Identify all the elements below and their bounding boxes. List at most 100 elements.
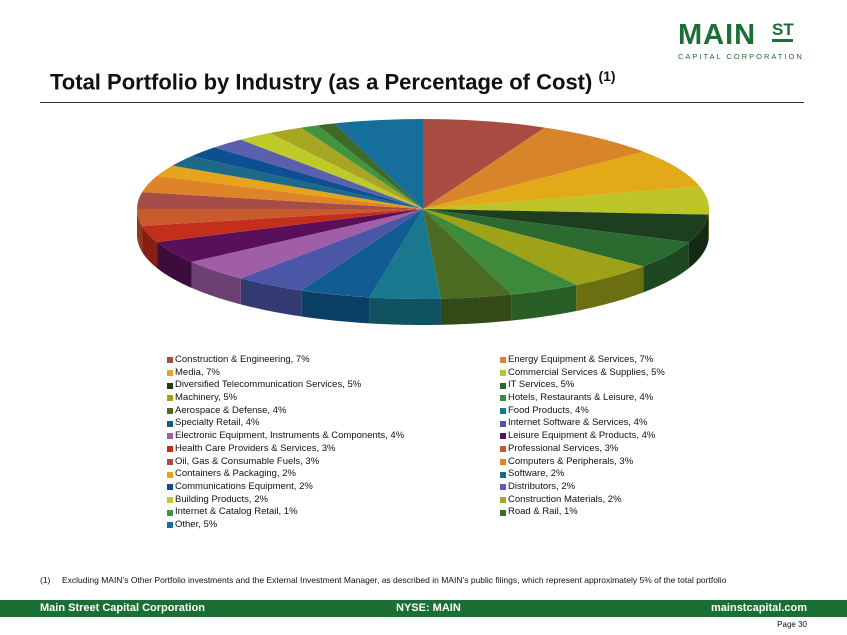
pie-slice-side-9 (440, 294, 512, 325)
legend-item: Other, 5% (167, 519, 404, 532)
pie-slice-6 (423, 209, 689, 267)
legend-item: Hotels, Restaurants & Leisure, 4% (500, 392, 665, 405)
pie-slice-side-16 (137, 209, 143, 252)
legend-item: Professional Services, 3% (500, 443, 665, 456)
legend-swatch (167, 484, 173, 491)
legend-swatch (167, 395, 173, 402)
footer-website[interactable]: mainstcapital.com (711, 602, 807, 614)
legend-swatch (500, 471, 506, 478)
legend-item: Construction & Engineering, 7% (167, 354, 404, 367)
legend-label: Construction & Engineering, 7% (175, 354, 310, 365)
pie-slice-side-14 (157, 242, 192, 288)
pie-slice-13 (191, 209, 423, 279)
legend-label: IT Services, 5% (508, 379, 575, 391)
legend-label: Communications Equipment, 2% (175, 480, 313, 492)
legend-swatch (167, 509, 173, 516)
legend-swatch (500, 382, 506, 389)
legend-swatch (167, 382, 173, 389)
pie-slice-12 (240, 209, 423, 291)
page-title: Total Portfolio by Industry (as a Percen… (50, 68, 616, 95)
legend-right-column: Energy Equipment & Services, 7% Commercia… (500, 354, 665, 519)
legend-label: Machinery, 5% (175, 392, 238, 404)
legend-item: Oil, Gas & Consumable Fuels, 3% (167, 456, 404, 469)
legend-swatch (500, 357, 506, 364)
legend-label: Leisure Equipment & Products, 4% (508, 430, 656, 442)
legend-item: Aerospace & Defense, 4% (167, 405, 404, 418)
legend-swatch (167, 496, 173, 503)
legend-swatch (500, 509, 506, 516)
logo-subtitle: CAPITAL CORPORATION (678, 52, 804, 61)
company-logo: MAIN ST CAPITAL CORPORATION (678, 20, 802, 62)
legend-item: Commercial Services & Supplies, 5% (500, 367, 665, 380)
legend-swatch (167, 357, 173, 364)
pie-slice-side-5 (688, 214, 709, 269)
legend-item: Road & Rail, 1% (500, 506, 665, 519)
legend-swatch (167, 446, 173, 453)
legend-item: Communications Equipment, 2% (167, 481, 404, 494)
legend-label: Specialty Retail, 4% (175, 417, 260, 429)
pie-slice-1 (423, 119, 545, 209)
legend-left-column: Construction & Engineering, 7% Media, 7% D… (167, 354, 404, 532)
legend-swatch (167, 408, 173, 415)
legend-swatch (167, 471, 173, 478)
pie-slice-18 (142, 175, 423, 209)
legend-swatch (167, 370, 173, 377)
legend-label: Building Products, 2% (175, 493, 268, 505)
legend-label: Hotels, Restaurants & Leisure, 4% (508, 392, 654, 404)
legend-label: Aerospace & Defense, 4% (175, 404, 287, 416)
pie-side-walls (137, 209, 709, 325)
pie-slice-11 (301, 209, 423, 298)
title-divider (40, 102, 804, 103)
legend-swatch (500, 420, 506, 427)
legend-label: Oil, Gas & Consumable Fuels, 3% (175, 455, 320, 467)
legend-swatch (500, 458, 506, 465)
legend-item: Health Care Providers & Services, 3% (167, 443, 404, 456)
legend-item: Internet Software & Services, 4% (500, 417, 665, 430)
page-number-value: 30 (798, 620, 807, 629)
legend-item: Construction Materials, 2% (500, 494, 665, 507)
legend-label: Professional Services, 3% (508, 442, 619, 454)
pie-slice-15 (142, 209, 423, 243)
title-footnote-ref: (1) (598, 68, 616, 84)
pie-slice-7 (423, 209, 644, 285)
page-number: Page 30 (777, 620, 807, 629)
legend-label: Diversified Telecommunication Services, … (175, 379, 362, 391)
legend-item: Specialty Retail, 4% (167, 417, 404, 430)
legend-label: Health Care Providers & Services, 3% (175, 442, 336, 454)
legend-swatch (500, 408, 506, 415)
legend-label: Media, 7% (175, 366, 220, 378)
pie-slice-side-13 (191, 261, 241, 305)
pie-slice-side-15 (142, 225, 158, 269)
pie-slice-23 (240, 133, 423, 209)
legend-swatch (500, 446, 506, 453)
legend-item: Building Products, 2% (167, 494, 404, 507)
footer-bar: Main Street Capital Corporation NYSE: MA… (0, 600, 847, 617)
legend-swatch (167, 420, 173, 427)
legend-swatch (500, 395, 506, 402)
pie-slice-4 (423, 186, 710, 215)
page-title-text: Total Portfolio by Industry (as a Percen… (50, 69, 593, 95)
legend-swatch (500, 484, 506, 491)
footnote-number: (1) (40, 575, 51, 585)
pie-slice-24 (269, 127, 423, 209)
pie-slice-10 (369, 209, 441, 299)
pie-slice-side-7 (576, 266, 644, 311)
legend-swatch (167, 458, 173, 465)
logo-st-text: ST (772, 20, 794, 39)
legend-swatch (167, 433, 173, 440)
legend-item: Distributors, 2% (500, 481, 665, 494)
legend-label: Containers & Packaging, 2% (175, 468, 296, 480)
pie-slice-8 (423, 209, 577, 295)
legend-item: Containers & Packaging, 2% (167, 468, 404, 481)
legend-label: Software, 2% (508, 468, 565, 480)
legend-label: Construction Materials, 2% (508, 493, 622, 505)
pie-slice-side-12 (240, 278, 302, 317)
legend-item: Food Products, 4% (500, 405, 665, 418)
pie-slice-2 (423, 127, 644, 209)
pie-slice-5 (423, 209, 709, 243)
legend-item: Internet & Catalog Retail, 1% (167, 506, 404, 519)
pie-slice-27 (334, 119, 423, 209)
pie-slice-side-4 (708, 209, 709, 241)
legend-swatch (500, 433, 506, 440)
pie-slice-side-10 (369, 297, 441, 325)
